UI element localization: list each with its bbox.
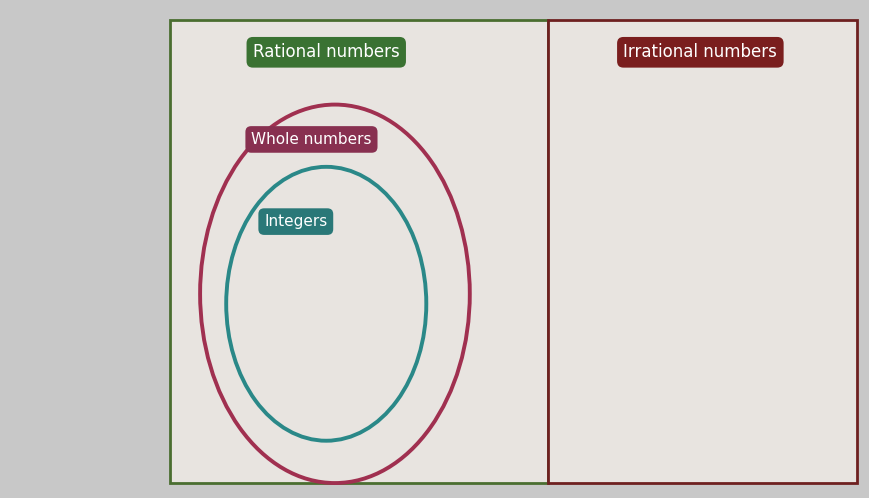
FancyBboxPatch shape bbox=[547, 20, 856, 483]
FancyBboxPatch shape bbox=[169, 20, 547, 483]
Text: Whole numbers: Whole numbers bbox=[251, 132, 371, 147]
Text: Rational numbers: Rational numbers bbox=[253, 43, 399, 61]
Text: Irrational numbers: Irrational numbers bbox=[623, 43, 776, 61]
Text: Integers: Integers bbox=[264, 214, 327, 229]
